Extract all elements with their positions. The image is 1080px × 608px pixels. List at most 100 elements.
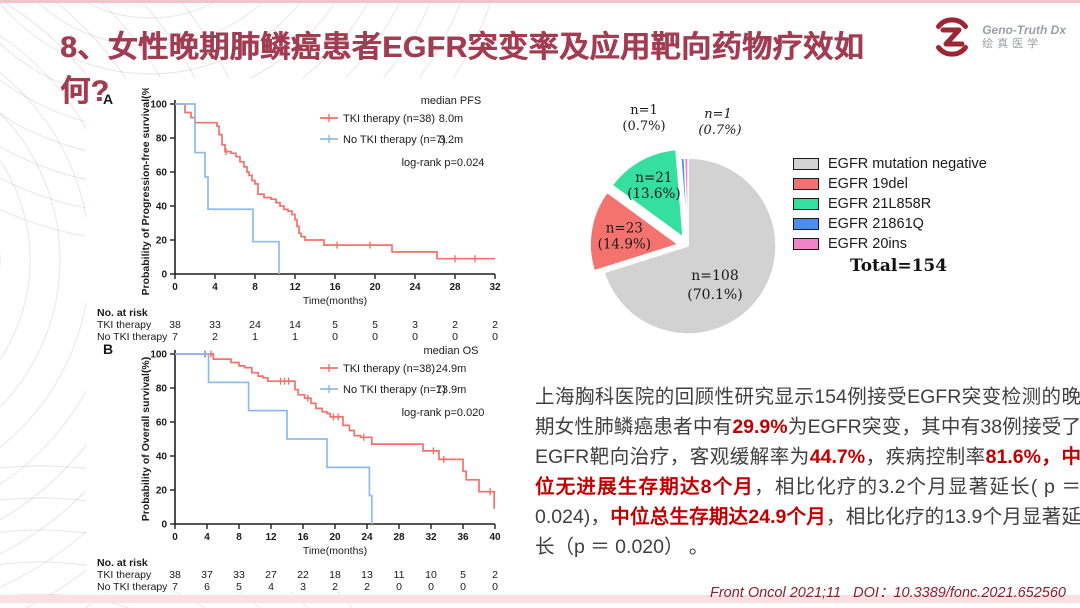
risk-row-label: TKI therapy xyxy=(97,319,152,331)
y-tick-label: 100 xyxy=(150,100,167,111)
geno-truth-logo-icon xyxy=(936,17,969,57)
risk-count: 1 xyxy=(252,331,258,343)
pie-legend: EGFR mutation negative EGFR 19del EGFR 21L… xyxy=(793,154,987,254)
legend-item: EGFR 21861Q xyxy=(793,214,987,234)
x-tick-label: 4 xyxy=(204,532,210,543)
y-tick-label: 100 xyxy=(150,350,167,361)
risk-row-label: No TKI therapy xyxy=(97,331,168,343)
decorative-arc xyxy=(80,0,220,19)
top-accent-line xyxy=(0,0,1080,3)
km-curve-no-tki xyxy=(175,353,373,524)
pie-label: n=108 xyxy=(691,268,738,284)
logo-name-en: Geno-Truth Dx xyxy=(982,22,1066,37)
risk-count: 38 xyxy=(169,319,181,331)
risk-count: 0 xyxy=(492,331,498,343)
legend-label: EGFR mutation negative xyxy=(828,156,987,172)
logrank-pvalue: log-rank p=0.024 xyxy=(402,157,485,169)
legend-swatch xyxy=(793,198,819,210)
y-tick-label: 60 xyxy=(156,418,168,429)
decorative-arc xyxy=(0,529,261,608)
y-axis-title: Probability of Progression-free survival… xyxy=(140,88,152,295)
decorative-arc xyxy=(0,593,130,608)
pie-slice-2 xyxy=(611,148,684,239)
risk-count: 38 xyxy=(169,569,181,581)
decorative-arc xyxy=(0,561,206,608)
y-tick-label: 60 xyxy=(156,168,168,179)
summary-highlight: 81.6%，中位无进展生存期达8个月 xyxy=(535,446,1080,498)
legend-item: EGFR 20ins xyxy=(793,234,987,254)
legend-label: EGFR 19del xyxy=(828,176,908,192)
x-tick-label: 0 xyxy=(172,282,178,293)
legend-median-value: 24.9m xyxy=(436,363,467,375)
y-tick-label: 20 xyxy=(156,236,168,247)
risk-count: 3 xyxy=(412,319,418,331)
x-tick-label: 8 xyxy=(236,532,242,543)
pie-label: (14.9%) xyxy=(598,237,651,253)
risk-count: 0 xyxy=(412,331,418,343)
x-tick-label: 28 xyxy=(393,532,405,543)
km-curve-tki xyxy=(175,353,496,509)
y-tick-label: 20 xyxy=(156,486,168,497)
risk-count: 0 xyxy=(452,331,458,343)
risk-count: 2 xyxy=(492,569,498,581)
x-axis-title: Time(months) xyxy=(303,295,367,307)
risk-count: 7 xyxy=(172,581,178,593)
summary-text: 上海胸科医院的回顾性研究显示154例接受EGFR突变检测的晚期女性肺鳞癌患者中有 xyxy=(535,386,1080,438)
legend-swatch xyxy=(793,158,819,170)
pie-label: n=1 xyxy=(704,107,732,122)
risk-count: 18 xyxy=(329,569,341,581)
x-tick-label: 28 xyxy=(449,282,461,293)
risk-count: 5 xyxy=(372,319,378,331)
risk-count: 0 xyxy=(372,331,378,343)
panel-label: A xyxy=(103,91,113,107)
summary-text: ，相比化疗的13.9个月显著延长（p ＝ 0.020） 。 xyxy=(535,506,1080,558)
pie-label: n=1 xyxy=(630,103,658,118)
x-axis-title: Time(months) xyxy=(303,545,367,557)
risk-row-label: No TKI therapy xyxy=(97,581,168,593)
x-tick-label: 12 xyxy=(289,282,301,293)
km-curve-no-tki xyxy=(175,103,280,274)
pie-label: (70.1%) xyxy=(687,287,742,303)
summary-highlight: 中位总生存期达24.9个月 xyxy=(610,506,827,528)
company-logo: Geno-Truth Dx 绘真医学 xyxy=(929,14,1066,60)
legend-item-label: No TKI therapy (n=7) xyxy=(343,134,446,146)
x-tick-label: 20 xyxy=(329,532,341,543)
summary-highlight: 44.7% xyxy=(809,446,866,468)
risk-count: 33 xyxy=(209,319,221,331)
risk-count: 5 xyxy=(460,569,466,581)
risk-count: 14 xyxy=(289,319,301,331)
risk-count: 11 xyxy=(394,569,405,581)
y-tick-label: 80 xyxy=(156,384,168,395)
pie-slice-4 xyxy=(683,157,689,247)
summary-text: ，疾病控制率 xyxy=(865,446,986,468)
risk-count: 0 xyxy=(428,581,434,593)
pie-slice-1 xyxy=(589,191,680,272)
legend-median-value: 3.2m xyxy=(439,134,463,146)
risk-count: 27 xyxy=(265,569,277,581)
decorative-arc xyxy=(0,112,61,408)
decorative-arc xyxy=(34,0,266,47)
risk-count: 1 xyxy=(292,331,298,343)
risk-count: 0 xyxy=(460,581,466,593)
risk-count: 2 xyxy=(492,319,498,331)
x-tick-label: 4 xyxy=(212,282,218,293)
legend-label: EGFR 21L858R xyxy=(828,196,932,212)
risk-count: 2 xyxy=(212,331,218,343)
risk-count: 37 xyxy=(201,569,213,581)
x-tick-label: 32 xyxy=(489,282,501,293)
risk-row-label: TKI therapy xyxy=(97,569,152,581)
pie-total-label: Total=154 xyxy=(850,256,948,276)
summary-text: ，相比化疗的3.2个月显著延长( p ＝ 0.024)， xyxy=(535,476,1080,528)
risk-count: 3 xyxy=(300,581,306,593)
x-tick-label: 40 xyxy=(489,532,501,543)
legend-item: EGFR 19del xyxy=(793,174,987,194)
risk-count: 2 xyxy=(364,581,370,593)
pie-label: (0.7%) xyxy=(698,123,741,138)
pie-label: (0.7%) xyxy=(622,119,665,134)
y-axis-title: Probability of Overall survival(%) xyxy=(140,357,152,522)
x-tick-label: 32 xyxy=(425,532,437,543)
risk-count: 2 xyxy=(452,319,458,331)
legend-item: EGFR 21L858R xyxy=(793,194,987,214)
